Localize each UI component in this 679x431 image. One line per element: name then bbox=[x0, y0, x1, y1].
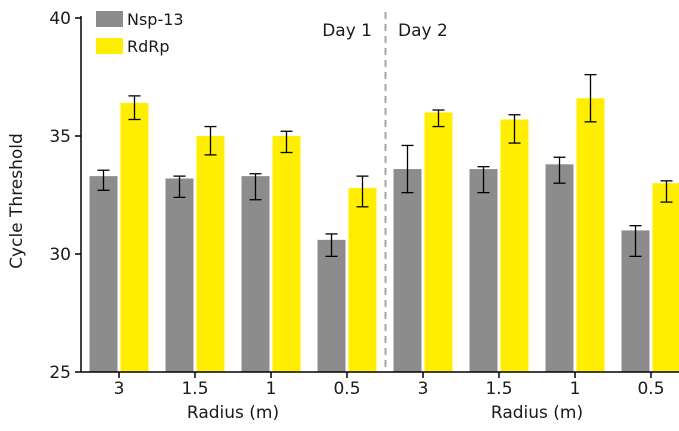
x-tick-label: 3 bbox=[418, 379, 429, 399]
x-tick-label: 0.5 bbox=[333, 379, 360, 399]
bar-rdrp-day2-3 bbox=[424, 112, 453, 373]
bar-nsp13-day1-0.5 bbox=[317, 239, 346, 372]
day1-label: Day 1 bbox=[322, 21, 372, 41]
y-tick-label: 35 bbox=[49, 127, 71, 147]
x-tick-label: 1 bbox=[266, 379, 277, 399]
bar-rdrp-day1-1.5 bbox=[196, 136, 225, 372]
labels-layer: 25 30 35 40 3 1.5 1 0.5 3 1.5 1 0.5 bbox=[49, 9, 664, 399]
x-tick-label: 3 bbox=[114, 379, 125, 399]
legend-swatch-rdrp bbox=[96, 38, 123, 54]
bar-rdrp-day2-0.5 bbox=[652, 183, 679, 372]
error-bars-layer bbox=[97, 73, 673, 258]
x-axis-label-day2: Radius (m) bbox=[491, 403, 583, 423]
bar-rdrp-day1-0.5 bbox=[348, 187, 377, 372]
legend: Nsp-13 RdRp bbox=[96, 10, 184, 56]
day2-label: Day 2 bbox=[398, 21, 448, 41]
bar-nsp13-day2-1 bbox=[545, 164, 574, 372]
x-tick-label: 1.5 bbox=[181, 379, 208, 399]
x-tick-label: 0.5 bbox=[637, 379, 664, 399]
bar-rdrp-day2-1 bbox=[576, 98, 605, 373]
y-tick-label: 30 bbox=[49, 245, 71, 265]
axes-layer bbox=[75, 16, 679, 378]
y-tick-label: 40 bbox=[49, 9, 71, 29]
bar-nsp13-day2-1.5 bbox=[469, 169, 498, 372]
bar-nsp13-day2-3 bbox=[393, 169, 422, 372]
x-tick-label: 1.5 bbox=[485, 379, 512, 399]
bar-rdrp-day2-1.5 bbox=[500, 119, 529, 372]
bar-nsp13-day1-1.5 bbox=[165, 178, 194, 372]
x-tick-label: 1 bbox=[570, 379, 581, 399]
y-axis-label: Cycle Threshold bbox=[7, 133, 27, 269]
bar-rdrp-day1-1 bbox=[272, 136, 301, 372]
y-tick-label: 25 bbox=[49, 363, 71, 383]
bar-rdrp-day1-3 bbox=[120, 102, 149, 373]
bar-nsp13-day1-3 bbox=[89, 176, 118, 372]
bar-nsp13-day1-1 bbox=[241, 176, 270, 372]
bars-layer bbox=[89, 98, 679, 373]
legend-label-rdrp: RdRp bbox=[127, 37, 170, 56]
legend-swatch-nsp13 bbox=[96, 11, 123, 27]
legend-label-nsp13: Nsp-13 bbox=[127, 10, 184, 29]
x-axis-label-day1: Radius (m) bbox=[187, 403, 279, 423]
